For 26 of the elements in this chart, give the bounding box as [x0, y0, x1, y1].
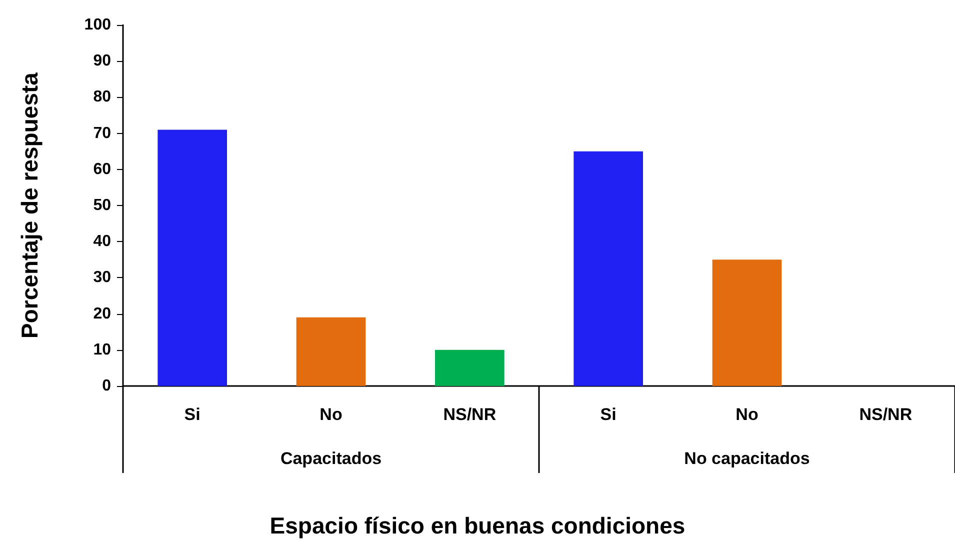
- y-tick-label: 100: [84, 16, 112, 34]
- bar: [435, 350, 504, 386]
- x-tick-label: Si: [600, 405, 616, 424]
- bar: [712, 260, 782, 386]
- y-tick-label: 0: [102, 378, 112, 394]
- bar: [158, 130, 227, 386]
- y-tick-label: 20: [93, 305, 112, 322]
- bar: [574, 151, 643, 386]
- text: No capacitados: [684, 449, 810, 468]
- x-tick-label: NS/NR: [859, 405, 912, 424]
- x-axis-title: Espacio físico en buenas condiciones: [270, 512, 686, 538]
- y-tick-label: 70: [93, 124, 112, 142]
- x-tick-label: NS/NR: [443, 405, 496, 424]
- x-tick-label: No: [736, 405, 758, 424]
- y-tick-label: 90: [93, 52, 112, 70]
- bar: [296, 317, 366, 386]
- x-tick-label: Si: [184, 405, 200, 424]
- y-tick-label: 30: [93, 269, 112, 286]
- x-tick-label: No: [320, 405, 342, 424]
- y-tick-label: 40: [93, 233, 112, 250]
- y-tick-label: 80: [93, 88, 112, 106]
- text: Capacitados: [280, 449, 382, 468]
- y-tick-label: 50: [93, 197, 112, 214]
- y-axis-title: Porcentaje de respuesta: [16, 72, 42, 338]
- y-tick-label: 10: [93, 341, 112, 358]
- y-tick-label: 60: [93, 160, 112, 178]
